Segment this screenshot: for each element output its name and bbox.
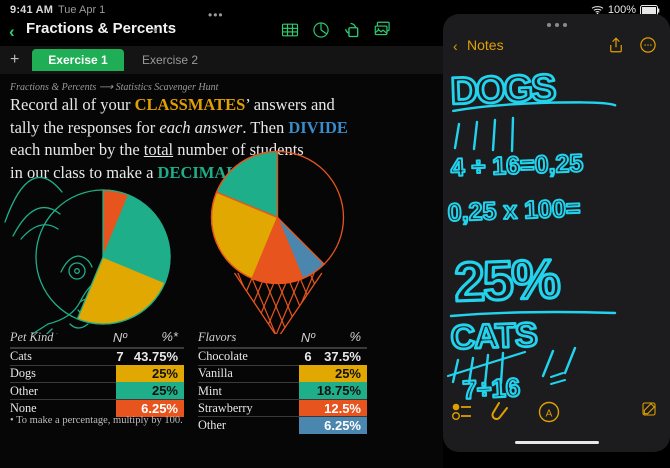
svg-text:0,25 x 100=: 0,25 x 100= [447, 194, 581, 227]
svg-text:CATS: CATS [450, 316, 538, 357]
svg-text:4 ÷ 16=0,25: 4 ÷ 16=0,25 [450, 149, 584, 182]
svg-text:25%: 25% [453, 247, 560, 313]
svg-text:A: A [546, 409, 553, 420]
